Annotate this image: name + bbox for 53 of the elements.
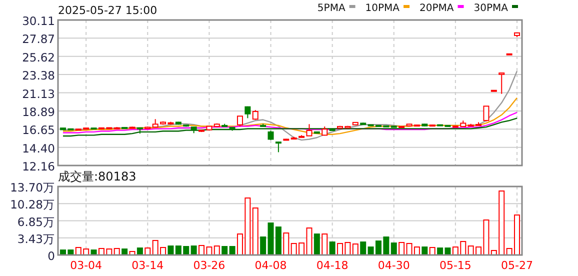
x-tick-label: 04-08 (254, 259, 287, 272)
chart-title: 成交量:80183 (58, 170, 136, 184)
bar (214, 246, 220, 256)
x-tick-label: 04-30 (378, 259, 410, 272)
y-tick-label: 10.28万 (10, 198, 55, 212)
candlestick (275, 141, 282, 153)
bar (390, 242, 397, 256)
bar (322, 234, 328, 256)
bar (429, 247, 436, 256)
candlestick (498, 72, 505, 94)
y-tick-label: 13.70万 (10, 180, 55, 194)
legend-label: 30PMA (474, 3, 508, 14)
y-tick-label: 16.65 (22, 123, 55, 138)
y-tick-label: 21.13 (22, 86, 55, 101)
bar (190, 246, 197, 256)
y-tick-label: 27.87 (22, 32, 55, 46)
chart-title: 2025-05-27 15:00 (58, 4, 158, 17)
bar (168, 246, 174, 256)
bar (229, 246, 236, 256)
bar (222, 246, 228, 256)
bar (422, 246, 428, 256)
bar (260, 236, 266, 256)
y-tick-label: 23.38 (22, 68, 55, 83)
candlestick (252, 110, 258, 120)
candlestick (236, 116, 243, 127)
bar (283, 232, 290, 256)
x-tick-label: 05-27 (501, 259, 533, 272)
line-series (62, 118, 518, 137)
y-tick-label: 14.40 (22, 141, 55, 156)
candlestick (483, 106, 490, 122)
bar (360, 242, 366, 256)
legend-label: 10PMA (365, 3, 400, 14)
bar (352, 244, 358, 256)
x-tick-label: 03-14 (132, 259, 164, 272)
y-tick-label: 18.89 (22, 104, 55, 119)
bar (314, 234, 320, 256)
y-tick-label: 25.62 (22, 50, 55, 64)
candlestick (268, 130, 274, 141)
bar (398, 242, 405, 256)
x-tick-label: 05-15 (439, 259, 472, 272)
x-tick-label: 03-26 (193, 259, 226, 272)
legend-label: 20PMA (420, 3, 454, 14)
x-tick-label: 04-18 (316, 259, 348, 272)
y-tick-label: 30.11 (22, 14, 55, 28)
y-tick-label: 6.85万 (17, 214, 55, 229)
y-tick-label: 0 (48, 249, 55, 263)
bar (329, 242, 336, 256)
y-tick-label: 3.43万 (17, 232, 55, 246)
line-series (62, 97, 518, 135)
legend-label: 5PMA (317, 3, 346, 14)
y-tick-label: 12.16 (22, 160, 55, 174)
x-tick-label: 03-04 (70, 259, 102, 272)
bar (252, 208, 258, 256)
